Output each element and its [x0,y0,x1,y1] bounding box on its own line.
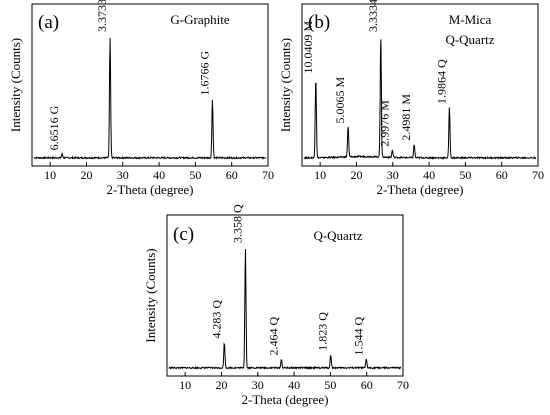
legend-entry: G-Graphite [170,12,229,27]
x-tick-label: 60 [226,168,238,182]
x-tick-label: 30 [252,378,264,392]
peak-label: 2.9976 M [377,100,391,147]
x-tick-label: 70 [532,168,544,182]
x-tick-label: 40 [288,378,300,392]
x-tick-label: 40 [423,168,435,182]
x-tick-label: 20 [80,168,92,182]
y-axis-label: Intensity (Counts) [8,38,23,132]
legend-entry: Q-Quartz [313,228,362,243]
peak-label: 5.0065 M [333,77,347,124]
plot-frame [166,214,404,377]
panel-label: (c) [173,224,194,245]
x-tick-label: 60 [361,378,373,392]
peak-label: 3.358 Q [230,204,244,243]
legend-entry: Q-Quartz [445,32,494,47]
x-tick-label: 40 [153,168,165,182]
xrd-pattern-line [303,39,537,160]
xrd-pattern-line [168,248,402,371]
y-axis-label: Intensity (Counts) [143,248,158,342]
peak-label: 1.9864 Q [434,59,448,104]
xrd-pattern-line [33,37,267,160]
x-tick-label: 10 [44,168,56,182]
plot-frame [301,3,539,167]
x-tick-label: 30 [117,168,129,182]
y-axis-label: Intensity (Counts) [278,38,293,132]
x-tick-label: 50 [324,378,336,392]
peak-label: 2.464 Q [266,317,280,356]
x-axis-label: 2-Theta (degree) [107,182,194,197]
legend-entry: M-Mica [449,12,492,27]
x-axis-label: 2-Theta (degree) [242,392,329,407]
x-tick-label: 50 [189,168,201,182]
chart-panel-c: 10 20 30 40 50 60 70 2-Theta (degree) Intensity … [143,204,409,407]
x-tick-label: 10 [314,168,326,182]
panel-label: (b) [308,12,330,33]
x-tick-label: 50 [459,168,471,182]
peak-label: 1.6766 G [197,50,211,95]
peak-label: 3.3733 G [95,0,109,32]
x-tick-label: 60 [496,168,508,182]
peak-label: 6.6516 G [47,105,61,150]
x-tick-label: 30 [387,168,399,182]
peak-label: 2.4981 M [399,94,413,141]
x-axis-label: 2-Theta (degree) [377,182,464,197]
x-tick-label: 70 [397,378,409,392]
x-tick-label: 70 [262,168,274,182]
chart-panel-b: 10 20 30 40 50 60 70 2-Theta (degree) Intensity … [278,0,544,197]
peak-label: 1.544 Q [351,317,365,356]
x-tick-label: 10 [179,378,191,392]
chart-panel-a: 10 20 30 40 50 60 70 2-Theta (degree) Intensity … [8,0,274,197]
peak-label: 10.0409 M [301,20,315,73]
peak-label: 4.283 Q [209,300,223,339]
peak-label: 3.3334 Q [366,0,380,32]
x-tick-label: 20 [350,168,362,182]
panel-label: (a) [38,12,59,33]
plot-frame [31,3,269,167]
peak-label: 1.823 Q [316,312,330,351]
x-tick-label: 20 [215,378,227,392]
